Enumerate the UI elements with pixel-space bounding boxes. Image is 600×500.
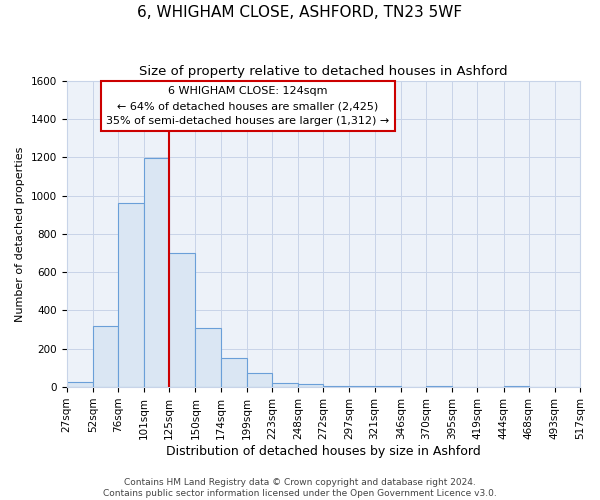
Bar xyxy=(144,158,169,387)
Text: 6, WHIGHAM CLOSE, ASHFORD, TN23 5WF: 6, WHIGHAM CLOSE, ASHFORD, TN23 5WF xyxy=(137,5,463,20)
Bar xyxy=(298,384,323,387)
Bar xyxy=(272,384,298,387)
Bar xyxy=(349,386,374,387)
Bar xyxy=(169,253,196,387)
Text: 6 WHIGHAM CLOSE: 124sqm
← 64% of detached houses are smaller (2,425)
35% of semi: 6 WHIGHAM CLOSE: 124sqm ← 64% of detache… xyxy=(106,86,389,126)
Bar xyxy=(374,386,401,387)
Bar xyxy=(221,358,247,387)
Y-axis label: Number of detached properties: Number of detached properties xyxy=(15,146,25,322)
Bar xyxy=(323,386,349,387)
Bar xyxy=(93,326,118,387)
Bar xyxy=(503,386,529,387)
Title: Size of property relative to detached houses in Ashford: Size of property relative to detached ho… xyxy=(139,65,508,78)
Bar xyxy=(247,372,272,387)
Text: Contains HM Land Registry data © Crown copyright and database right 2024.
Contai: Contains HM Land Registry data © Crown c… xyxy=(103,478,497,498)
Bar xyxy=(426,386,452,387)
Bar xyxy=(67,382,93,387)
Bar xyxy=(196,328,221,387)
Bar xyxy=(118,203,144,387)
X-axis label: Distribution of detached houses by size in Ashford: Distribution of detached houses by size … xyxy=(166,444,481,458)
